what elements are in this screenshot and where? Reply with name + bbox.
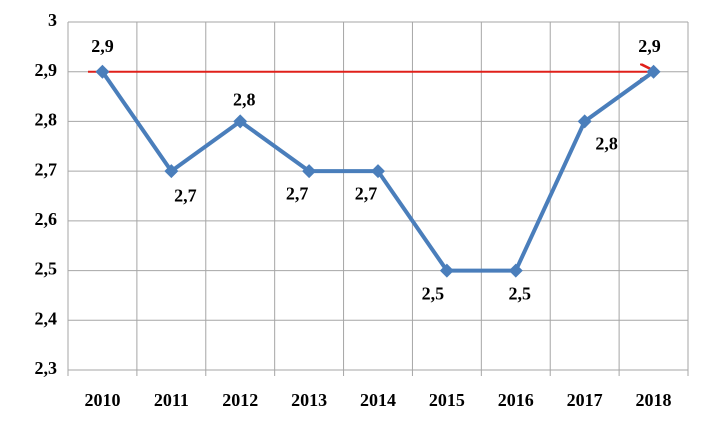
data-label: 2,8 — [233, 90, 256, 110]
x-tick-label: 2011 — [154, 390, 189, 410]
x-tick-label: 2015 — [429, 390, 465, 410]
x-tick-label: 2017 — [567, 390, 603, 410]
x-tick-label: 2018 — [636, 390, 672, 410]
marker — [233, 114, 248, 129]
y-tick-label: 3 — [48, 10, 57, 30]
y-tick-label: 2,5 — [35, 259, 58, 279]
y-tick-label: 2,9 — [35, 60, 58, 80]
marker — [95, 64, 110, 79]
data-label: 2,5 — [509, 284, 532, 304]
y-tick-label: 2,7 — [35, 159, 58, 179]
data-label: 2,7 — [355, 183, 378, 203]
x-tick-label: 2013 — [291, 390, 327, 410]
x-tick-label: 2014 — [360, 390, 396, 410]
y-tick-label: 2,3 — [35, 358, 58, 378]
marker — [164, 164, 179, 179]
data-label: 2,9 — [91, 36, 114, 56]
x-tick-label: 2016 — [498, 390, 534, 410]
x-tick-label: 2010 — [84, 390, 120, 410]
data-label: 2,5 — [422, 284, 445, 304]
marker — [646, 64, 661, 79]
data-label: 2,8 — [595, 134, 618, 154]
marker — [439, 263, 454, 278]
x-tick-label: 2012 — [222, 390, 258, 410]
data-label: 2,7 — [174, 185, 197, 205]
y-tick-label: 2,8 — [35, 110, 58, 130]
marker — [371, 164, 385, 179]
marker — [577, 114, 592, 129]
marker — [508, 263, 523, 278]
data-label: 2,7 — [286, 183, 309, 203]
y-tick-label: 2,6 — [35, 209, 58, 229]
data-label: 2,9 — [638, 36, 661, 56]
y-tick-label: 2,4 — [35, 308, 58, 328]
marker — [302, 164, 317, 179]
